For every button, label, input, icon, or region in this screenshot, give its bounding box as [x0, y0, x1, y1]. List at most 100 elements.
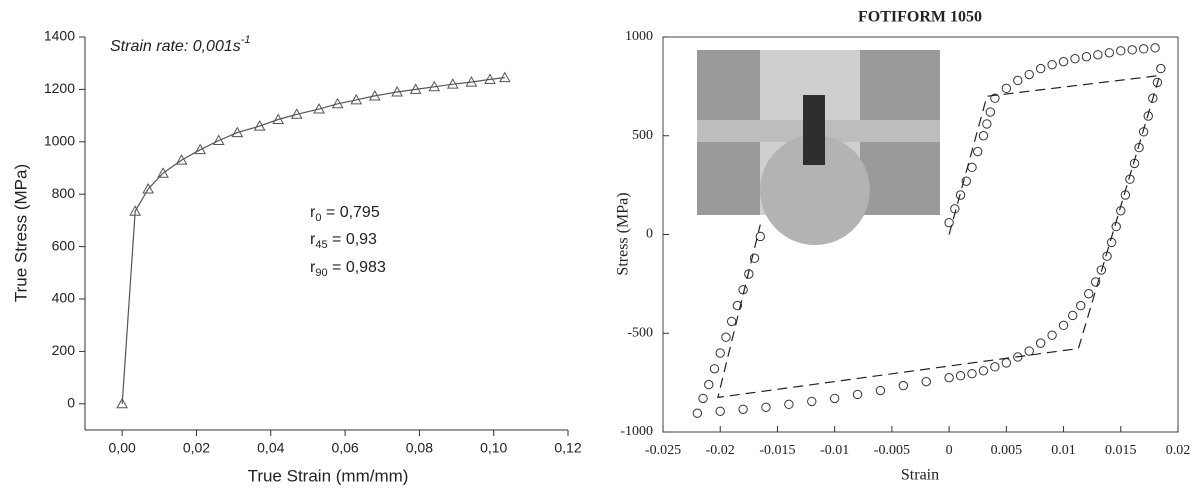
marker	[978, 131, 989, 141]
x-tick-label: 0,00	[109, 440, 136, 456]
marker	[1148, 93, 1158, 103]
x-axis-label: Strain	[901, 467, 939, 484]
marker	[1058, 56, 1069, 67]
marker	[1068, 310, 1078, 321]
y-tick-label: -500	[627, 325, 653, 340]
marker	[807, 396, 817, 407]
marker	[898, 380, 909, 391]
y-tick-label: 0	[646, 227, 653, 242]
y-tick-label: 400	[52, 290, 76, 306]
marker	[368, 89, 381, 101]
marker	[749, 253, 760, 263]
marker	[967, 162, 977, 173]
marker	[1035, 63, 1046, 74]
marker	[755, 231, 765, 242]
marker	[231, 126, 244, 138]
marker	[446, 78, 459, 89]
annotation-subscript: 45	[315, 239, 327, 251]
marker	[738, 404, 748, 414]
marker	[391, 85, 403, 97]
series-line	[121, 77, 505, 404]
marker	[875, 385, 886, 396]
marker	[829, 393, 840, 404]
y-tick-label: 800	[52, 185, 76, 201]
x-tick-label: 0.02	[1166, 443, 1191, 458]
marker	[961, 176, 971, 186]
marker	[944, 217, 954, 228]
chart-title: FOTIFORM 1050	[858, 9, 982, 26]
y-tick-label: 1400	[44, 28, 75, 44]
marker	[1070, 54, 1080, 64]
marker	[409, 83, 422, 94]
marker	[1093, 50, 1103, 60]
marker	[955, 371, 966, 381]
marker	[157, 167, 169, 178]
marker	[1143, 111, 1153, 121]
chart-2: FOTIFORM 1050 Strain Stress (MPa) -0.025…	[615, 9, 1191, 484]
annotation-text: = 0,983	[328, 259, 386, 276]
marker	[761, 402, 771, 413]
marker	[967, 369, 977, 379]
marker	[1116, 46, 1126, 56]
marker	[1084, 289, 1094, 299]
marker	[1076, 300, 1086, 311]
series-line	[717, 74, 1161, 399]
marker	[1106, 237, 1117, 248]
annotation-superscript: -1	[241, 34, 251, 46]
marker	[498, 71, 511, 83]
annotation-text: Strain rate: 0,001s	[110, 38, 241, 55]
marker	[313, 103, 325, 114]
marker	[129, 205, 142, 216]
y-tick-label: 200	[52, 342, 76, 358]
marker	[990, 93, 1000, 103]
marker	[921, 376, 931, 387]
x-tick-label: 0.01	[1051, 443, 1076, 458]
y-axis-label: Stress (MPa)	[615, 192, 632, 275]
marker	[1001, 83, 1012, 94]
marker	[1156, 63, 1166, 74]
marker	[982, 119, 992, 129]
x-tick-label: 0,12	[554, 440, 581, 456]
annotation-text: = 0,93	[328, 231, 377, 248]
x-tick-label: 0.005	[991, 443, 1023, 458]
annotation-text: r	[310, 259, 316, 276]
marker	[1127, 45, 1137, 55]
marker	[978, 366, 989, 376]
x-axis-label: True Strain (mm/mm)	[248, 466, 409, 485]
x-tick-label: -0.015	[759, 443, 795, 458]
annotation: Strain rate: 0,001s-1	[110, 34, 251, 55]
marker	[1058, 320, 1069, 331]
x-tick-label: -0.02	[706, 443, 735, 458]
marker	[1047, 330, 1057, 340]
marker	[955, 190, 966, 200]
y-tick-label: 500	[632, 128, 653, 143]
x-tick-label: 0.015	[1105, 443, 1137, 458]
x-tick-label: -0.01	[820, 443, 849, 458]
x-tick-label: -0.025	[645, 443, 681, 458]
marker	[1096, 265, 1107, 275]
y-tick-label: 600	[52, 237, 76, 253]
y-tick-label: -1000	[620, 424, 653, 439]
marker	[331, 97, 344, 109]
annotation-text: = 0,795	[321, 204, 379, 221]
inset-photo-detail	[803, 95, 825, 165]
marker	[465, 76, 478, 87]
marker	[985, 107, 996, 117]
marker	[1024, 346, 1034, 356]
x-tick-label: 0,08	[406, 440, 433, 456]
x-tick-label: 0,06	[331, 440, 358, 456]
marker	[1013, 352, 1023, 362]
marker	[698, 393, 708, 404]
inset-photo-detail	[760, 135, 870, 245]
annotation-text: r	[310, 204, 316, 221]
marker	[852, 389, 863, 400]
marker	[484, 73, 496, 84]
marker	[175, 154, 188, 165]
marker	[1024, 69, 1034, 80]
y-tick-label: 1200	[44, 80, 75, 96]
marker	[715, 406, 725, 416]
marker	[194, 143, 207, 155]
annotation: r90 = 0,983	[310, 259, 386, 279]
marker	[990, 362, 1000, 372]
